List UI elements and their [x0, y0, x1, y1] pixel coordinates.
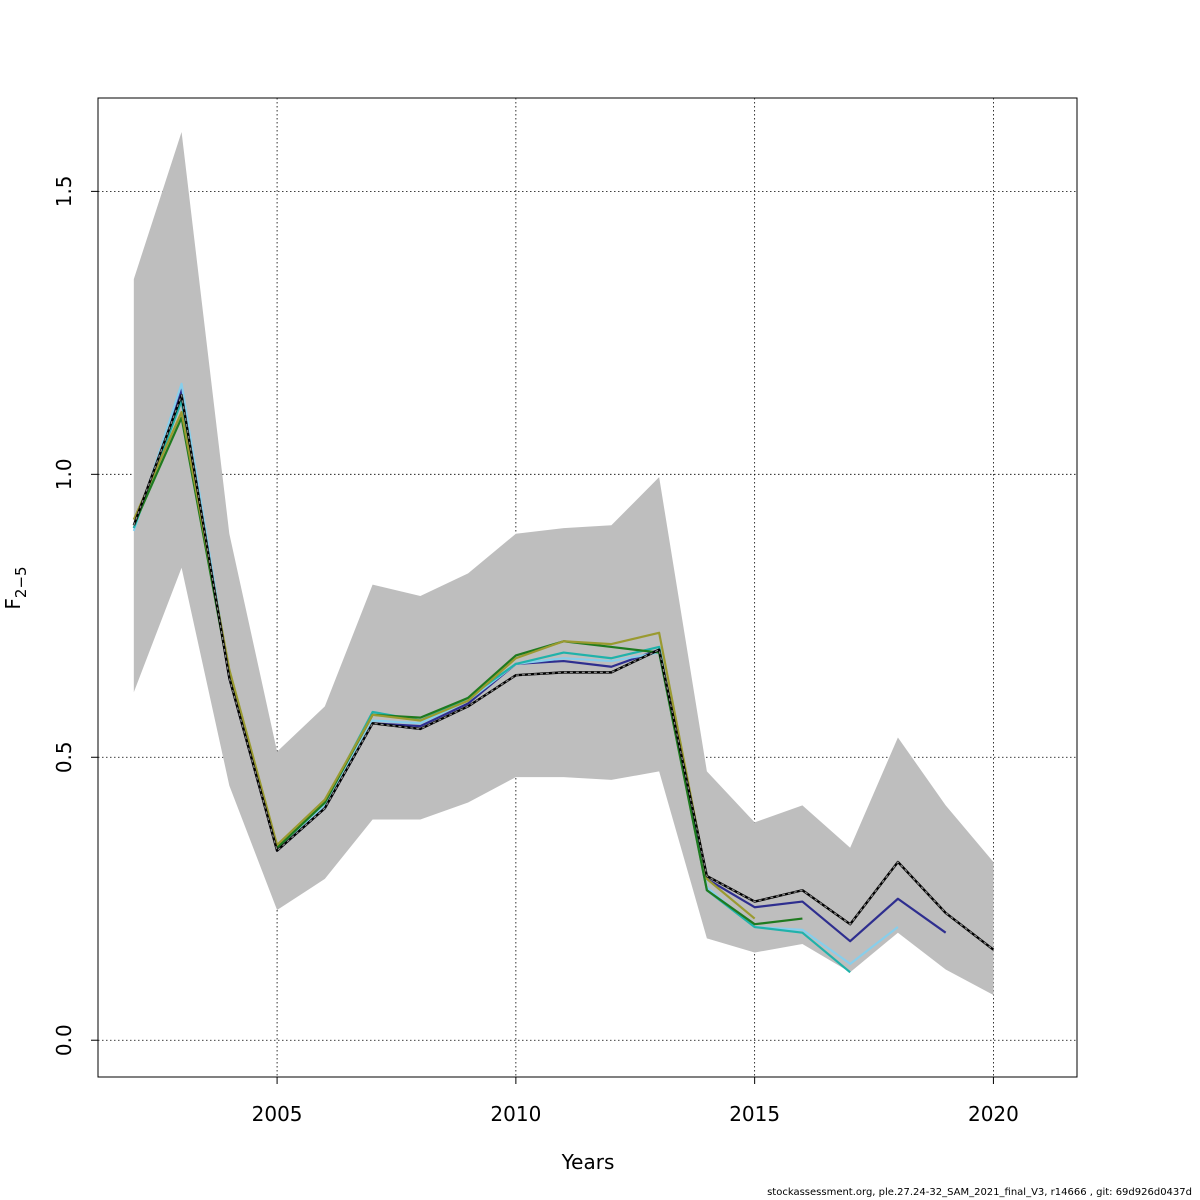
y-axis: 0.0 0.5 1.0 1.5 — [52, 175, 98, 1056]
series-line-6 — [132, 410, 756, 920]
x-axis-title: Years — [561, 1150, 615, 1174]
y-tick-label: 1.0 — [52, 458, 76, 490]
x-tick-label: 2015 — [729, 1102, 780, 1126]
confidence-band-area — [133, 131, 994, 995]
y-tick-label: 0.5 — [52, 741, 76, 773]
footer-note: stockassessment.org, ple.27.24-32_SAM_20… — [767, 1187, 1192, 1198]
y-tick-label: 0.0 — [52, 1024, 76, 1056]
x-axis: 2005 2010 2015 2020 — [252, 1077, 1019, 1126]
x-tick-label: 2020 — [968, 1102, 1019, 1126]
y-axis-title: F2−5 — [1, 566, 30, 609]
confidence-band — [133, 131, 994, 995]
series-line-1-dash — [133, 394, 994, 951]
x-tick-label: 2005 — [252, 1102, 303, 1126]
x-tick-label: 2010 — [490, 1102, 541, 1126]
y-axis-title-sub: 2−5 — [12, 566, 30, 598]
svg-text:F2−5: F2−5 — [1, 566, 30, 609]
series-lines — [132, 382, 995, 974]
plot-frame — [97, 97, 1078, 1078]
y-tick-label: 1.5 — [52, 175, 76, 207]
y-axis-title-main: F — [1, 598, 25, 610]
